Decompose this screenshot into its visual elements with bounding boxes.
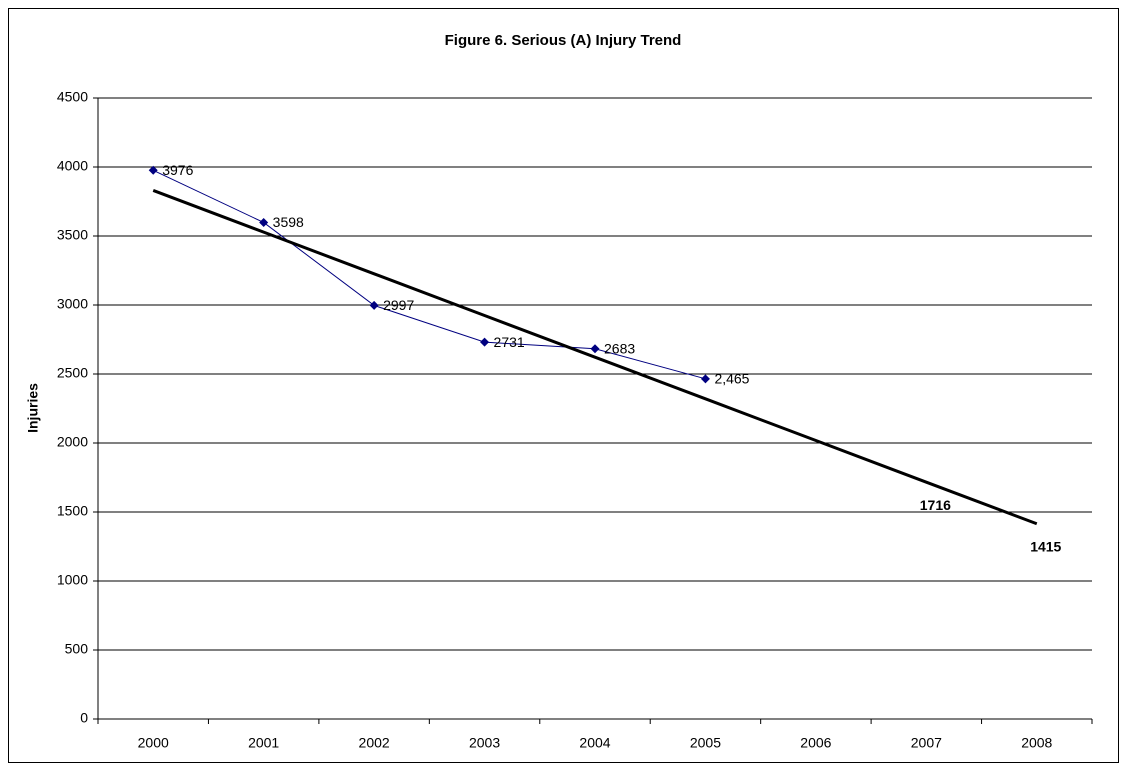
chart-title: Figure 6. Serious (A) Injury Trend bbox=[445, 32, 682, 49]
marker bbox=[700, 374, 710, 384]
y-tick-label: 3500 bbox=[57, 227, 88, 243]
x-tick-label: 2006 bbox=[800, 735, 831, 751]
series-line bbox=[152, 189, 1038, 526]
x-tick-label: 2008 bbox=[1021, 735, 1052, 751]
marker bbox=[369, 300, 379, 310]
data-label: 2,465 bbox=[714, 371, 749, 387]
chart-border bbox=[8, 8, 1119, 763]
y-tick-label: 3000 bbox=[57, 296, 88, 312]
marker bbox=[590, 344, 600, 354]
y-tick-label: 0 bbox=[80, 710, 88, 726]
y-tick-label: 2500 bbox=[57, 365, 88, 381]
x-tick-label: 2004 bbox=[579, 735, 610, 751]
data-label: 2731 bbox=[494, 334, 525, 350]
data-label: 3976 bbox=[162, 162, 193, 178]
marker bbox=[148, 165, 158, 175]
x-tick-label: 2001 bbox=[248, 735, 279, 751]
data-label: 2997 bbox=[383, 297, 414, 313]
data-label: 1716 bbox=[920, 497, 951, 513]
x-tick-label: 2002 bbox=[359, 735, 390, 751]
y-tick-label: 2000 bbox=[57, 434, 88, 450]
y-axis-title: Injuries bbox=[25, 383, 41, 433]
x-tick-label: 2007 bbox=[911, 735, 942, 751]
data-label: 3598 bbox=[273, 214, 304, 230]
y-tick-label: 500 bbox=[65, 641, 89, 657]
x-tick-label: 2000 bbox=[138, 735, 169, 751]
series-line bbox=[153, 169, 706, 380]
y-tick-label: 4500 bbox=[57, 89, 88, 105]
x-tick-label: 2003 bbox=[469, 735, 500, 751]
y-tick-label: 1000 bbox=[57, 572, 88, 588]
data-label: 1415 bbox=[1030, 538, 1061, 554]
y-tick-label: 4000 bbox=[57, 158, 88, 174]
y-tick-label: 1500 bbox=[57, 503, 88, 519]
x-tick-label: 2005 bbox=[690, 735, 721, 751]
marker bbox=[259, 217, 269, 227]
marker bbox=[480, 337, 490, 347]
data-label: 2683 bbox=[604, 340, 635, 356]
